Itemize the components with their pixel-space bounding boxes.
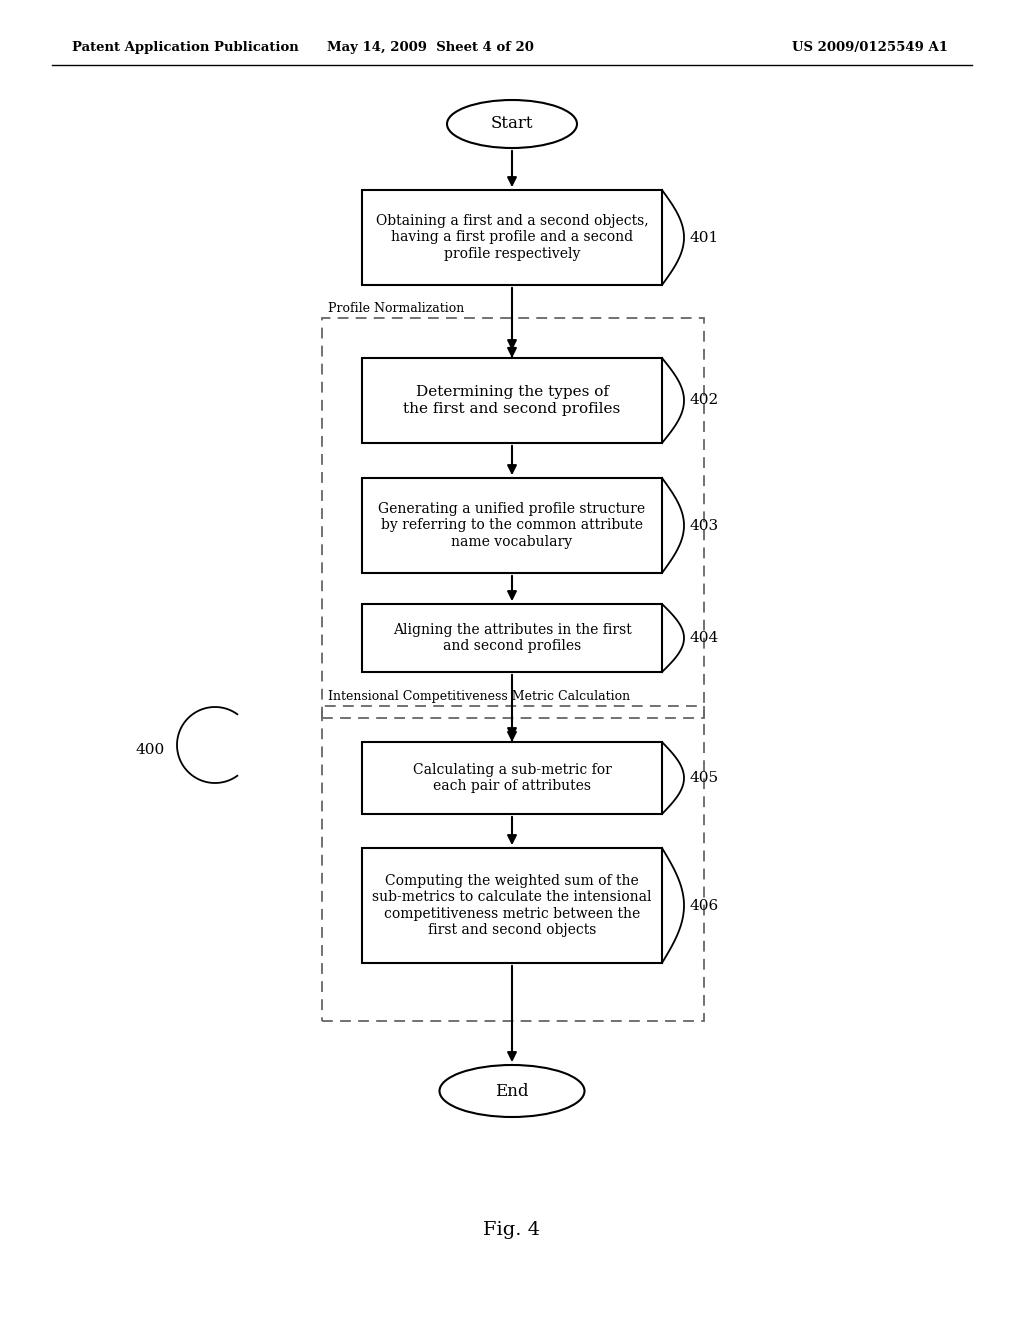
Text: 401: 401: [690, 231, 719, 244]
Text: Computing the weighted sum of the
sub-metrics to calculate the intensional
compe: Computing the weighted sum of the sub-me…: [373, 874, 651, 937]
Text: Start: Start: [490, 116, 534, 132]
Text: May 14, 2009  Sheet 4 of 20: May 14, 2009 Sheet 4 of 20: [327, 41, 534, 54]
Text: 405: 405: [690, 771, 719, 785]
Text: 404: 404: [690, 631, 719, 645]
Text: Aligning the attributes in the first
and second profiles: Aligning the attributes in the first and…: [392, 623, 632, 653]
Bar: [322, 706, 705, 1020]
Text: 403: 403: [690, 519, 719, 532]
Bar: [362, 847, 662, 964]
Ellipse shape: [447, 100, 577, 148]
Bar: [362, 190, 662, 285]
Text: 400: 400: [136, 743, 165, 756]
Text: 406: 406: [690, 899, 719, 912]
Text: Patent Application Publication: Patent Application Publication: [72, 41, 299, 54]
Text: Fig. 4: Fig. 4: [483, 1221, 541, 1239]
Bar: [362, 358, 662, 444]
Bar: [322, 318, 705, 718]
Bar: [362, 478, 662, 573]
Text: Generating a unified profile structure
by referring to the common attribute
name: Generating a unified profile structure b…: [379, 503, 645, 549]
Text: Calculating a sub-metric for
each pair of attributes: Calculating a sub-metric for each pair o…: [413, 763, 611, 793]
Ellipse shape: [439, 1065, 585, 1117]
Bar: [362, 605, 662, 672]
Text: 402: 402: [690, 393, 719, 408]
Bar: [362, 742, 662, 814]
Text: Obtaining a first and a second objects,
having a first profile and a second
prof: Obtaining a first and a second objects, …: [376, 214, 648, 261]
Text: End: End: [496, 1082, 528, 1100]
Text: Intensional Competitiveness Metric Calculation: Intensional Competitiveness Metric Calcu…: [328, 690, 630, 704]
Text: Determining the types of
the first and second profiles: Determining the types of the first and s…: [403, 385, 621, 416]
Text: US 2009/0125549 A1: US 2009/0125549 A1: [792, 41, 948, 54]
Text: Profile Normalization: Profile Normalization: [328, 302, 464, 315]
